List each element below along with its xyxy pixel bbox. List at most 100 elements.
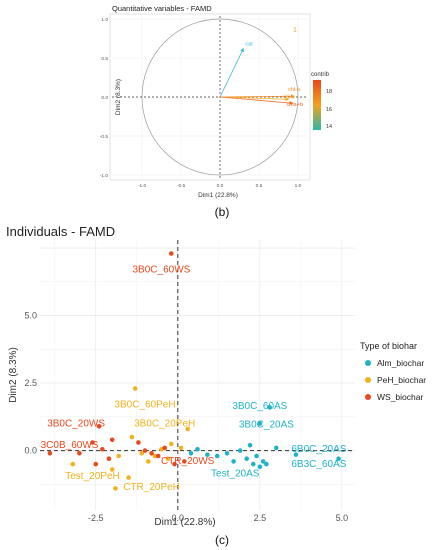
panel-c-point-PeH_biochar (139, 451, 145, 456)
panel-b-xlabel: Dim1 (22.8%) (198, 192, 238, 199)
panel-c-point-PeH_biochar (126, 475, 131, 480)
panel-c-point-WS_biochar (182, 459, 187, 464)
panel-b-x-tick-label: 0.0 (217, 183, 224, 189)
panel-c-point-PeH_biochar (109, 467, 115, 472)
panel-b-ylabel: Dim2 (8.3%) (115, 79, 122, 115)
panel-c-point-Alm_biochar (257, 464, 263, 470)
panel-c-point-Alm_biochar (214, 453, 220, 459)
panel-c-point-WS_biochar (109, 437, 115, 443)
panel-b-ticks: -1.0 -0.5 0.0 0.5 1.0 1.0 0.5 0.0 -0.5 -1.0 (100, 17, 302, 189)
panel-c-plot-area (40, 240, 355, 510)
panel-c-point-PeH_biochar (70, 461, 76, 467)
panel-b-arrow-label: car (245, 42, 253, 48)
panel-c-point-WS_biochar (90, 440, 95, 445)
panel-c-point-label: CTR_20WS (161, 456, 215, 467)
panel-c-point-Alm_biochar (244, 456, 250, 462)
panel-c-point-WS_biochar (142, 448, 148, 453)
panel-b-arrow-car (219, 47, 244, 98)
panel-c-point-label: Test_20PeH (65, 471, 119, 482)
panel-b-arrow-label: chl-b (283, 94, 295, 100)
panel-c-point-label: 3B0C_20WS (47, 418, 105, 429)
panel-c-xlabel: Dim1 (22.8%) (154, 517, 215, 528)
panel-c-point-label: 6B0C_20AS (291, 444, 346, 455)
panel-b-arrow-label: chl-a (288, 87, 301, 93)
panel-c-legend-label: Alm_biochar (377, 358, 424, 368)
panel-c-x-tick-label: 5.0 (336, 513, 349, 523)
panel-c-point-WS_biochar (106, 456, 112, 462)
panel-c-point-Alm_biochar (264, 461, 269, 467)
panel-c-x-tick-label: 0.0 (172, 513, 185, 523)
panel-c-point-Alm_biochar (293, 452, 299, 457)
panel-b-arrow-chl-a (219, 94, 295, 99)
panel-c-legend-marker (365, 360, 371, 366)
panel-b-title: Quantitative variables - FAMD (112, 4, 212, 13)
panel-b-x-tick-label: 1.0 (295, 183, 302, 189)
panel-c-point-WS_biochar (149, 451, 154, 456)
panel-c-point-Alm_biochar (273, 445, 279, 451)
panel-b-y-tick-label: 0.0 (101, 95, 108, 101)
panel-c-point-label: 3B0C_60WS (133, 264, 191, 275)
panel-c-point-Alm_biochar (231, 459, 236, 464)
panel-c-point-PeH_biochar (129, 434, 135, 440)
panel-c-point-WS_biochar (47, 451, 53, 456)
panel-c-point-label: 3B0C_60AS (232, 401, 287, 412)
panel-c-legend: Type of biohar Alm_biochar PeH_biochar WS_… (360, 341, 426, 402)
panel-c-point-PeH_biochar (168, 441, 174, 447)
panel-c-point-label: 3B0C_20AS (239, 420, 294, 431)
panel-c-point-Alm_biochar (195, 446, 200, 452)
panel-b-legend-title: contrib (311, 72, 330, 78)
panel-c-point-label: Test_20AS (211, 468, 260, 479)
panel-b-arrow-label: chla+b (287, 102, 303, 108)
panel-c-point-Alm_biochar (247, 442, 253, 448)
panel-b-legend-tick-0: 18 (326, 89, 332, 95)
panel-c-legend-label: WS_biochar (377, 392, 423, 402)
panel-c-chart: Individuals - FAMD -2.5 0.0 2.5 5.0 0.0 2.5 5.… (6, 224, 426, 528)
panel-c-point-WS_biochar (168, 251, 174, 256)
panel-c-legend-marker (365, 377, 371, 383)
panel-c-point-Alm_biochar (267, 405, 272, 410)
panel-c-points (47, 251, 341, 491)
panel-c-point-Alm_biochar (188, 451, 194, 456)
panel-c-point-PeH_biochar (132, 386, 138, 391)
panel-c-point-label: 3B0C_60PeH (114, 399, 175, 410)
panel-b-y-tick-label: 0.5 (101, 56, 108, 62)
panel-c-point-PeH_biochar (178, 445, 184, 451)
panel-b-legend-tick-2: 14 (326, 124, 332, 130)
panel-c-point-label: 3C0B_60WS (41, 440, 99, 451)
panel-b-legend: contrib 18 16 14 (311, 72, 332, 130)
panel-c-point-WS_biochar (172, 461, 177, 467)
panel-b-arrow-chl-b (219, 96, 290, 102)
panel-c-point-Alm_biochar (224, 451, 230, 456)
panel-c-point-Alm_biochar (205, 452, 210, 457)
panel-c-point-Alm_biochar (250, 461, 256, 467)
panel-c-ylabel: Dim2 (8.3%) (8, 347, 19, 403)
panel-b-legend-colorbar (313, 80, 321, 130)
panel-c-title: Individuals - FAMD (6, 224, 115, 239)
panel-c-grid (40, 240, 355, 510)
panel-b-x-tick-label: 0.5 (256, 183, 263, 189)
panel-c-point-Alm_biochar (257, 421, 263, 426)
panel-c-point-Alm_biochar (260, 459, 266, 464)
panel-c-ticks: -2.5 0.0 2.5 5.0 0.0 2.5 5.0 (24, 311, 348, 523)
panel-c-point-Alm_biochar (237, 448, 243, 453)
panel-b-y-tick-label: -0.5 (100, 134, 109, 140)
panel-b-y-tick-label: -1.0 (100, 173, 109, 179)
panel-c-point-WS_biochar (96, 424, 102, 429)
panel-c-point-WS_biochar (93, 461, 99, 467)
panel-c-legend-label: PeH_biochar (377, 375, 426, 385)
panel-c-point-WS_biochar (100, 446, 105, 452)
panel-b-x-tick-label: -0.5 (177, 183, 186, 189)
panel-c-point-Alm_biochar (254, 453, 259, 459)
panel-c-point-WS_biochar (162, 445, 167, 451)
panel-b-y-tick-label: 1.0 (101, 17, 108, 23)
panel-b-x-tick-label: -1.0 (138, 183, 147, 189)
panel-c-point-WS_biochar (77, 451, 82, 456)
panel-c-caption: (c) (215, 533, 229, 547)
panel-b-arrow-chla+b (219, 96, 294, 105)
panel-c-point-PeH_biochar (145, 459, 151, 464)
panel-c-x-tick-label: 2.5 (254, 513, 267, 523)
panel-c-y-tick-label: 0.0 (24, 446, 37, 456)
panel-c-legend-title: Type of biohar (360, 341, 417, 351)
